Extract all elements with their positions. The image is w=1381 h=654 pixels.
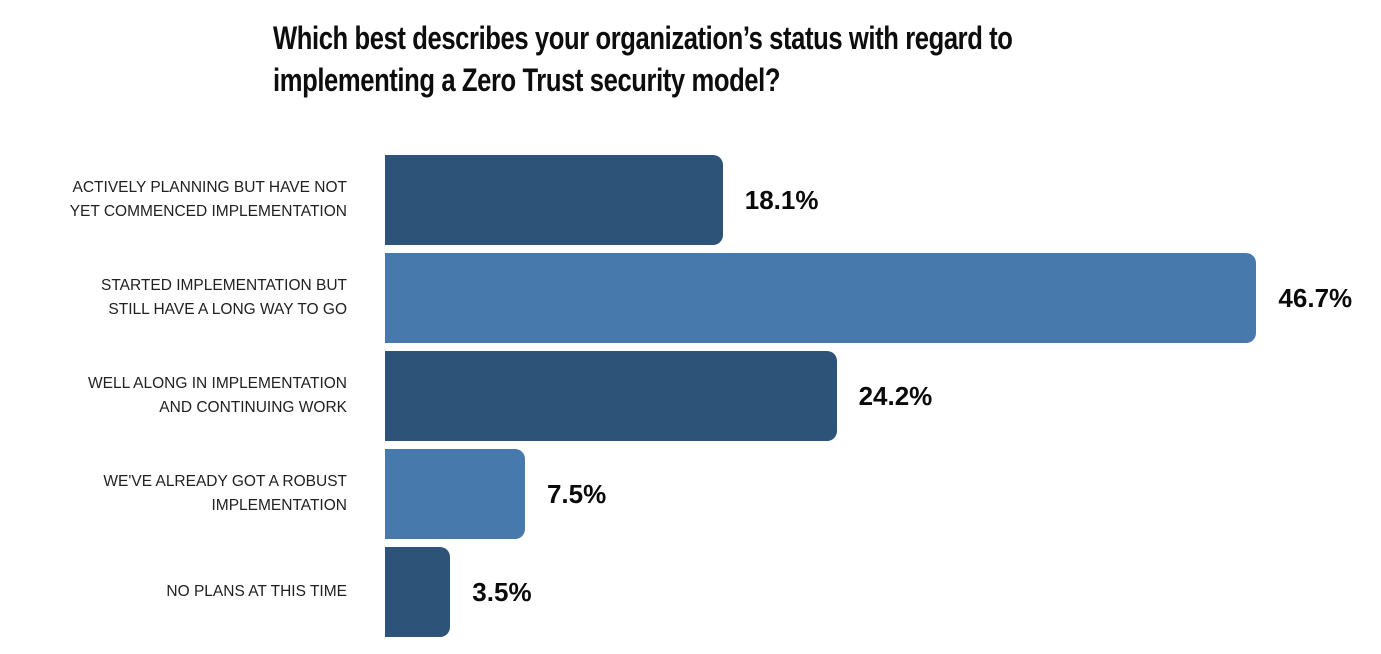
value-label: 18.1% — [744, 184, 819, 215]
chart-row: ACTIVELY PLANNING BUT HAVE NOT YET COMME… — [0, 155, 1381, 245]
category-label: STARTED IMPLEMENTATION BUT STILL HAVE A … — [100, 277, 347, 318]
bar-track: 18.1% — [385, 155, 1318, 245]
chart-row: WELL ALONG IN IMPLEMENTATION AND CONTINU… — [0, 351, 1381, 441]
value-label: 3.5% — [472, 576, 532, 607]
value-label: 7.5% — [546, 478, 607, 509]
bar — [385, 155, 723, 245]
bar-chart: ACTIVELY PLANNING BUT HAVE NOT YET COMME… — [0, 155, 1381, 645]
bar — [385, 253, 1257, 343]
chart-title-line1: Which best describes your organization’s… — [273, 20, 1013, 56]
bar — [385, 547, 451, 637]
value-label: 24.2% — [858, 380, 933, 411]
category-label: WELL ALONG IN IMPLEMENTATION AND CONTINU… — [88, 375, 347, 416]
value-label: 46.7% — [1278, 282, 1353, 313]
bar-track: 7.5% — [385, 449, 1318, 539]
chart-title: Which best describes your organization’s… — [273, 17, 1013, 101]
bar-track: 24.2% — [385, 351, 1318, 441]
category-label: ACTIVELY PLANNING BUT HAVE NOT YET COMME… — [69, 179, 347, 220]
bar-track: 3.5% — [385, 547, 1318, 637]
chart-row: WE'VE ALREADY GOT A ROBUST IMPLEMENTATIO… — [0, 449, 1381, 539]
chart-title-line2: implementing a Zero Trust security model… — [273, 62, 781, 98]
bar-track: 46.7% — [385, 253, 1352, 343]
chart-row: STARTED IMPLEMENTATION BUT STILL HAVE A … — [0, 253, 1381, 343]
category-label: WE'VE ALREADY GOT A ROBUST IMPLEMENTATIO… — [103, 473, 347, 514]
category-label: NO PLANS AT THIS TIME — [166, 583, 347, 600]
bar — [385, 351, 837, 441]
chart-row: NO PLANS AT THIS TIME 3.5% — [0, 547, 1381, 637]
bar — [385, 449, 525, 539]
